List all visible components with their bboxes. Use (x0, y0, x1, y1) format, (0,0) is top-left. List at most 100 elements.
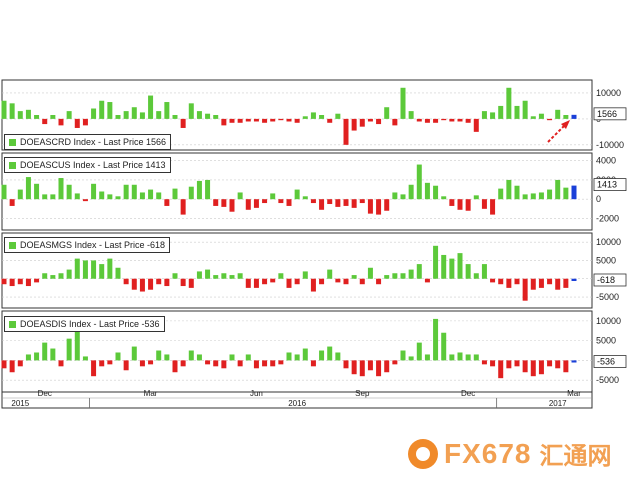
bar-2-23 (188, 186, 194, 200)
bar-4-29 (237, 360, 243, 367)
bar-3-12 (99, 264, 105, 279)
bar-4-40 (327, 346, 333, 361)
bar-3-58 (473, 273, 479, 279)
bar-1-64 (522, 100, 528, 119)
bar-4-7 (58, 360, 64, 367)
bar-2-67 (547, 189, 553, 200)
bar-2-39 (319, 199, 325, 210)
bar-3-22 (180, 278, 186, 287)
bar-3-18 (148, 278, 154, 290)
bar-2-59 (481, 199, 487, 209)
bar-1-13 (107, 102, 113, 119)
bar-4-2 (17, 360, 23, 367)
bar-2-36 (294, 189, 300, 200)
bar-4-58 (473, 354, 479, 361)
bar-2-2 (17, 189, 23, 200)
bar-4-19 (156, 350, 162, 361)
bar-1-65 (530, 116, 536, 119)
bar-4-34 (278, 360, 284, 365)
bar-1-20 (164, 102, 170, 119)
bar-4-22 (180, 360, 186, 367)
last-value-label-2: 1413 (597, 180, 617, 190)
bar-4-46 (376, 360, 382, 377)
bar-1-37 (302, 116, 308, 119)
bar-4-0 (1, 360, 7, 369)
y-tick-label-1-2: -10000 (596, 140, 624, 150)
bar-1-42 (343, 118, 349, 145)
bar-4-54 (441, 332, 447, 361)
bar-1-8 (66, 111, 72, 119)
bar-1-19 (156, 111, 162, 119)
bar-2-51 (416, 164, 422, 200)
last-value-label-3: -618 (597, 275, 615, 285)
bar-4-6 (50, 348, 56, 361)
bar-2-50 (408, 184, 414, 200)
x-month-label-3: Sep (355, 389, 370, 398)
bar-4-63 (514, 360, 520, 367)
bar-2-4 (34, 183, 40, 200)
bar-3-44 (359, 278, 365, 285)
bar-1-41 (335, 113, 341, 119)
bar-2-35 (286, 199, 292, 206)
bar-1-22 (180, 118, 186, 128)
bar-1-39 (319, 115, 325, 119)
bar-3-62 (506, 278, 512, 288)
bar-2-70 (571, 185, 577, 200)
bar-3-35 (286, 278, 292, 288)
bar-3-49 (400, 273, 406, 279)
last-value-box-2 (593, 178, 627, 191)
bar-1-48 (392, 118, 398, 126)
bar-4-42 (343, 360, 349, 369)
bar-1-18 (148, 95, 154, 119)
legend-panel-4: DOEASDIS Index - Last Price -536 (4, 316, 165, 332)
bar-2-10 (82, 199, 88, 202)
bar-3-54 (441, 254, 447, 279)
bar-1-25 (205, 113, 211, 119)
bar-2-7 (58, 178, 64, 200)
bar-2-9 (74, 193, 80, 200)
bar-4-65 (530, 360, 536, 377)
bar-3-61 (498, 278, 504, 285)
last-value-label-1: 1566 (597, 109, 617, 119)
bar-1-0 (1, 100, 7, 119)
bar-2-47 (384, 199, 390, 211)
bar-2-21 (172, 188, 178, 200)
last-value-label-4: -536 (597, 357, 615, 367)
bar-3-24 (196, 271, 202, 279)
bar-4-41 (335, 352, 341, 361)
bar-4-24 (196, 354, 202, 361)
x-month-label-2: Jun (250, 389, 263, 398)
bar-1-33 (270, 118, 276, 122)
bar-4-27 (221, 360, 227, 369)
bar-2-25 (205, 179, 211, 200)
bar-1-40 (327, 118, 333, 123)
bar-4-59 (481, 360, 487, 365)
bar-3-47 (384, 275, 390, 279)
bar-4-10 (82, 356, 88, 361)
bar-1-52 (424, 118, 430, 123)
bar-3-23 (188, 278, 194, 288)
bar-1-17 (139, 112, 145, 119)
y-tick-label-2-0: 4000 (596, 156, 616, 166)
bar-2-42 (343, 199, 349, 206)
bar-2-62 (506, 179, 512, 200)
bar-1-38 (310, 112, 316, 119)
bar-3-4 (34, 278, 40, 283)
bar-2-13 (107, 194, 113, 200)
x-year-label-1: 2016 (288, 399, 306, 408)
bar-3-29 (237, 273, 243, 279)
bar-4-49 (400, 350, 406, 361)
legend-swatch-1 (9, 138, 16, 146)
bar-4-55 (449, 354, 455, 361)
y-tick-label-4-1: 5000 (596, 336, 616, 346)
bar-2-28 (229, 199, 235, 212)
bar-2-32 (262, 199, 268, 204)
bar-2-3 (25, 177, 31, 200)
bar-1-10 (82, 118, 88, 126)
bar-2-69 (563, 187, 569, 200)
bar-3-11 (91, 260, 97, 279)
bar-2-48 (392, 192, 398, 200)
bar-3-1 (9, 278, 15, 287)
bar-2-5 (42, 194, 48, 200)
legend-swatch-4 (9, 320, 16, 328)
